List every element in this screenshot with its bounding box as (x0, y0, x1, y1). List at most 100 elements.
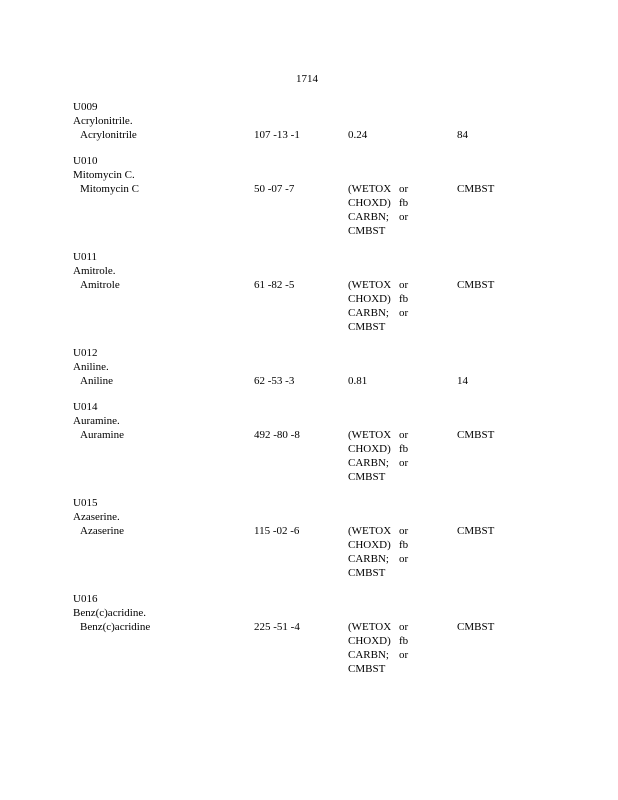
treatment-connector: or (399, 307, 409, 319)
treatment-line: (WETOX or (348, 428, 408, 442)
nonwastewater-standard: CMBST (457, 183, 495, 195)
waste-code: U012 (73, 347, 98, 359)
page-number: 1714 (296, 73, 318, 85)
treatment-text: CMBST (348, 567, 386, 579)
waste-entry: U012 Aniline. Aniline 62 -53 -3 0.81 14 (73, 346, 593, 388)
treatment-line: CMBST (348, 566, 391, 580)
treatment-connector: or (399, 279, 409, 291)
wastewater-standard: 0.24 (348, 128, 367, 142)
waste-name: Amitrole. (73, 265, 116, 277)
wastewater-standard: (WETOX or CHOXD) fb CARBN; or CMBST (348, 524, 408, 580)
treatment-text: CMBST (348, 321, 386, 333)
waste-code: U015 (73, 497, 98, 509)
treatment-text: CARBN; (348, 211, 389, 223)
constituent-row: Aniline 62 -53 -3 0.81 14 (73, 374, 593, 388)
nonwastewater-standard: CMBST (457, 279, 495, 291)
treatment-text: (WETOX (348, 621, 392, 633)
constituent-row: Amitrole 61 -82 -5 (WETOX or CHOXD) fb CARBN… (73, 278, 593, 334)
constituent-row: Auramine 492 -80 -8 (WETOX or CHOXD) fb CARB… (73, 428, 593, 484)
constituent-row: Mitomycin C 50 -07 -7 (WETOX or CHOXD) fb CA… (73, 182, 593, 238)
treatment-text: CMBST (348, 471, 386, 483)
nonwastewater-standard: CMBST (457, 525, 495, 537)
treatment-connector: fb (399, 635, 409, 647)
treatment-line: CHOXD) fb (348, 442, 408, 456)
treatment-text: CHOXD) (348, 197, 391, 209)
treatment-text: (WETOX (348, 525, 392, 537)
wastewater-standard: (WETOX or CHOXD) fb CARBN; or CMBST (348, 278, 408, 334)
waste-entry: U014 Auramine. Auramine 492 -80 -8 (WETO… (73, 400, 593, 484)
treatment-text: CHOXD) (348, 635, 391, 647)
treatment-text: CMBST (348, 225, 386, 237)
treatment-line: CARBN; or (348, 456, 408, 470)
treatment-connector: fb (399, 443, 409, 455)
wastewater-standard: (WETOX or CHOXD) fb CARBN; or CMBST (348, 428, 408, 484)
treatment-text: CARBN; (348, 457, 389, 469)
treatment-connector: or (399, 553, 409, 565)
treatment-line: CMBST (348, 662, 391, 676)
waste-name: Auramine. (73, 415, 120, 427)
wastewater-standard: (WETOX or CHOXD) fb CARBN; or CMBST (348, 182, 408, 238)
wastewater-standard: (WETOX or CHOXD) fb CARBN; or CMBST (348, 620, 408, 676)
treatment-line: CHOXD) fb (348, 538, 408, 552)
constituent-name: Amitrole (80, 279, 120, 291)
cas-number: 115 -02 -6 (254, 525, 300, 537)
waste-code: U010 (73, 155, 98, 167)
waste-entry: U016 Benz(c)acridine. Benz(c)acridine 22… (73, 592, 593, 676)
constituent-name: Acrylonitrile (80, 129, 137, 141)
treatment-line: CHOXD) fb (348, 634, 408, 648)
constituent-row: Azaserine 115 -02 -6 (WETOX or CHOXD) fb CAR… (73, 524, 593, 580)
treatment-connector: or (399, 649, 409, 661)
nonwastewater-standard: CMBST (457, 429, 495, 441)
treatment-text: 0.24 (348, 129, 368, 141)
waste-code-list: U009 Acrylonitrile. Acrylonitrile 107 -1… (73, 100, 593, 688)
wastewater-standard: 0.81 (348, 374, 367, 388)
cas-number: 492 -80 -8 (254, 429, 300, 441)
treatment-text: (WETOX (348, 279, 392, 291)
treatment-text: CMBST (348, 663, 386, 675)
treatment-line: (WETOX or (348, 524, 408, 538)
cas-number: 225 -51 -4 (254, 621, 300, 633)
nonwastewater-standard: 14 (457, 375, 468, 387)
waste-name: Mitomycin C. (73, 169, 135, 181)
treatment-line: CMBST (348, 470, 391, 484)
treatment-line: 0.24 (348, 128, 367, 142)
nonwastewater-standard: CMBST (457, 621, 495, 633)
constituent-name: Aniline (80, 375, 113, 387)
cas-number: 62 -53 -3 (254, 375, 295, 387)
treatment-line: CARBN; or (348, 306, 408, 320)
treatment-connector: fb (399, 539, 409, 551)
constituent-row: Benz(c)acridine 225 -51 -4 (WETOX or CHOXD… (73, 620, 593, 676)
constituent-name: Mitomycin C (80, 183, 139, 195)
treatment-connector: fb (399, 293, 409, 305)
treatment-text: (WETOX (348, 183, 392, 195)
treatment-line: CMBST (348, 320, 391, 334)
nonwastewater-standard: 84 (457, 129, 468, 141)
cas-number: 61 -82 -5 (254, 279, 295, 291)
treatment-connector: fb (399, 197, 409, 209)
treatment-text: CARBN; (348, 649, 389, 661)
waste-entry: U010 Mitomycin C. Mitomycin C 50 -07 -7 … (73, 154, 593, 238)
treatment-line: (WETOX or (348, 278, 408, 292)
treatment-line: (WETOX or (348, 620, 408, 634)
treatment-connector: or (399, 525, 409, 537)
treatment-line: CHOXD) fb (348, 196, 408, 210)
waste-name: Aniline. (73, 361, 109, 373)
waste-name: Acrylonitrile. (73, 115, 133, 127)
treatment-line: CARBN; or (348, 210, 408, 224)
treatment-text: CHOXD) (348, 293, 391, 305)
treatment-line: CARBN; or (348, 648, 408, 662)
treatment-connector: or (399, 211, 409, 223)
treatment-line: 0.81 (348, 374, 367, 388)
waste-code: U016 (73, 593, 98, 605)
treatment-text: CARBN; (348, 307, 389, 319)
treatment-text: (WETOX (348, 429, 392, 441)
treatment-line: CHOXD) fb (348, 292, 408, 306)
treatment-connector: or (399, 429, 409, 441)
waste-entry: U011 Amitrole. Amitrole 61 -82 -5 (WETOX… (73, 250, 593, 334)
treatment-line: CMBST (348, 224, 391, 238)
treatment-line: (WETOX or (348, 182, 408, 196)
cas-number: 107 -13 -1 (254, 129, 300, 141)
treatment-text: 0.81 (348, 375, 368, 387)
treatment-text: CHOXD) (348, 539, 391, 551)
